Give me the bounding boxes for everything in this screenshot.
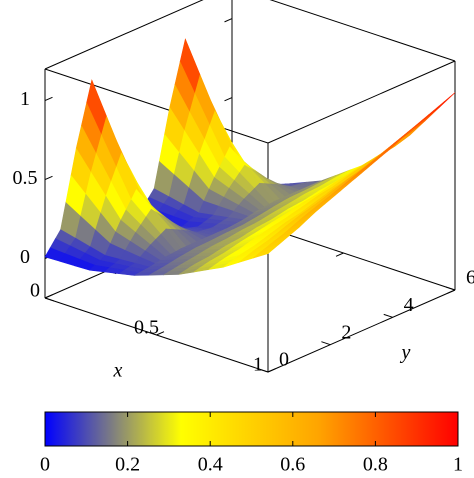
y-tick-label: 0 [279,349,289,371]
x-tick-label: 0.5 [134,317,159,339]
z-tick [44,175,53,181]
x-axis-label: x [113,360,123,382]
z-tick-label: 1 [20,88,30,110]
y-axis-label: y [400,342,411,364]
x-tick [335,252,344,257]
colorbar-tick-label: 0 [40,454,50,476]
x-tick-label: 1 [253,354,263,376]
x-tick-label: 0 [30,280,40,302]
y-tick-label: 6 [466,267,474,289]
z-tick [224,97,233,102]
y-tick [44,297,55,302]
colorbar-tick-label: 0.8 [363,454,388,476]
x-tick [447,289,456,294]
surface-patch [252,248,274,259]
y-tick [258,368,269,373]
box-edge [267,60,456,144]
y-tick [321,341,331,346]
colorbar-tick-label: 0.4 [198,454,223,476]
surface [44,38,456,276]
x-tick [44,294,53,299]
y-tick-label: 4 [404,294,414,316]
colorbar [44,411,459,447]
x-tick [156,331,165,336]
colorbar-tick-label: 1 [453,454,463,476]
box-edge [44,68,269,144]
y-tick [445,286,456,291]
z-tick [224,18,233,23]
z-tick-label: 0 [20,246,30,268]
box-edge [267,289,456,373]
box-edge [44,0,204,70]
y-tick [383,313,393,318]
box-edge [269,0,456,62]
y-tick-label: 2 [341,321,351,343]
colorbar-tick-label: 0.2 [115,454,140,476]
colorbar-tick-label: 0.6 [280,454,305,476]
z-tick [44,96,53,102]
x-tick [267,368,276,373]
z-tick-label: 0.5 [13,167,38,189]
